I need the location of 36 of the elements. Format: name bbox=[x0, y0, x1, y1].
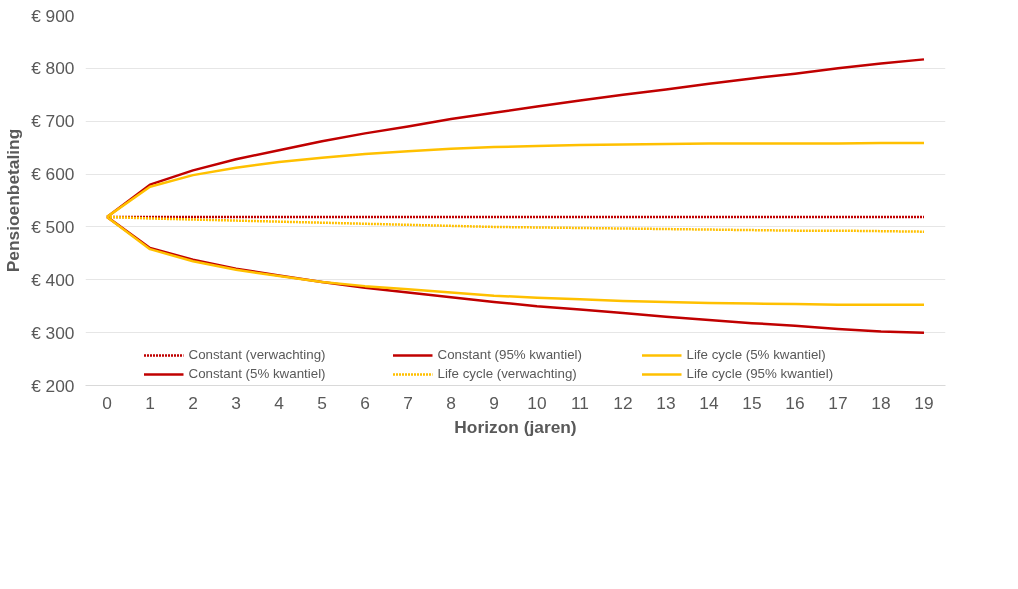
y-tick-label: € 200 bbox=[31, 375, 75, 396]
y-tick-label: € 300 bbox=[31, 322, 75, 343]
x-tick-label: 6 bbox=[360, 392, 370, 413]
y-tick-label: € 800 bbox=[31, 58, 75, 79]
x-tick-label: 3 bbox=[231, 392, 241, 413]
x-tick-label: 11 bbox=[571, 392, 590, 413]
x-tick-label: 10 bbox=[527, 392, 547, 413]
legend-label: Life cycle (verwachting) bbox=[437, 366, 578, 381]
x-tick-label: 8 bbox=[446, 392, 456, 413]
legend-label: Constant (verwachting) bbox=[188, 347, 327, 362]
x-tick-label: 18 bbox=[871, 392, 891, 413]
x-tick-label: 15 bbox=[742, 392, 762, 413]
legend-label: Constant (95% kwantiel) bbox=[437, 347, 583, 362]
legend-label: Constant (5% kwantiel) bbox=[188, 366, 327, 381]
x-tick-label: 13 bbox=[656, 392, 676, 413]
legend-label: Life cycle (95% kwantiel) bbox=[686, 366, 835, 381]
y-tick-label: € 700 bbox=[31, 111, 75, 132]
x-tick-label: 16 bbox=[785, 392, 805, 413]
x-tick-label: 2 bbox=[188, 392, 198, 413]
x-tick-label: 9 bbox=[489, 392, 499, 413]
x-tick-label: 0 bbox=[102, 392, 112, 413]
y-tick-label: € 400 bbox=[31, 269, 75, 290]
x-tick-label: 1 bbox=[145, 392, 155, 413]
x-tick-label: 19 bbox=[914, 392, 934, 413]
y-axis-title: Pensioenbetaling bbox=[3, 128, 24, 273]
x-tick-label: 4 bbox=[274, 392, 285, 413]
x-tick-label: 14 bbox=[699, 392, 719, 413]
y-tick-label: € 600 bbox=[31, 164, 75, 185]
x-tick-label: 12 bbox=[613, 392, 633, 413]
x-axis-title: Horizon (jaren) bbox=[454, 416, 577, 437]
x-tick-label: 17 bbox=[828, 392, 848, 413]
y-tick-label: € 900 bbox=[31, 5, 75, 26]
legend-label: Life cycle (5% kwantiel) bbox=[686, 347, 827, 362]
y-tick-label: € 500 bbox=[31, 216, 75, 237]
x-tick-label: 5 bbox=[317, 392, 327, 413]
x-tick-label: 7 bbox=[403, 392, 413, 413]
